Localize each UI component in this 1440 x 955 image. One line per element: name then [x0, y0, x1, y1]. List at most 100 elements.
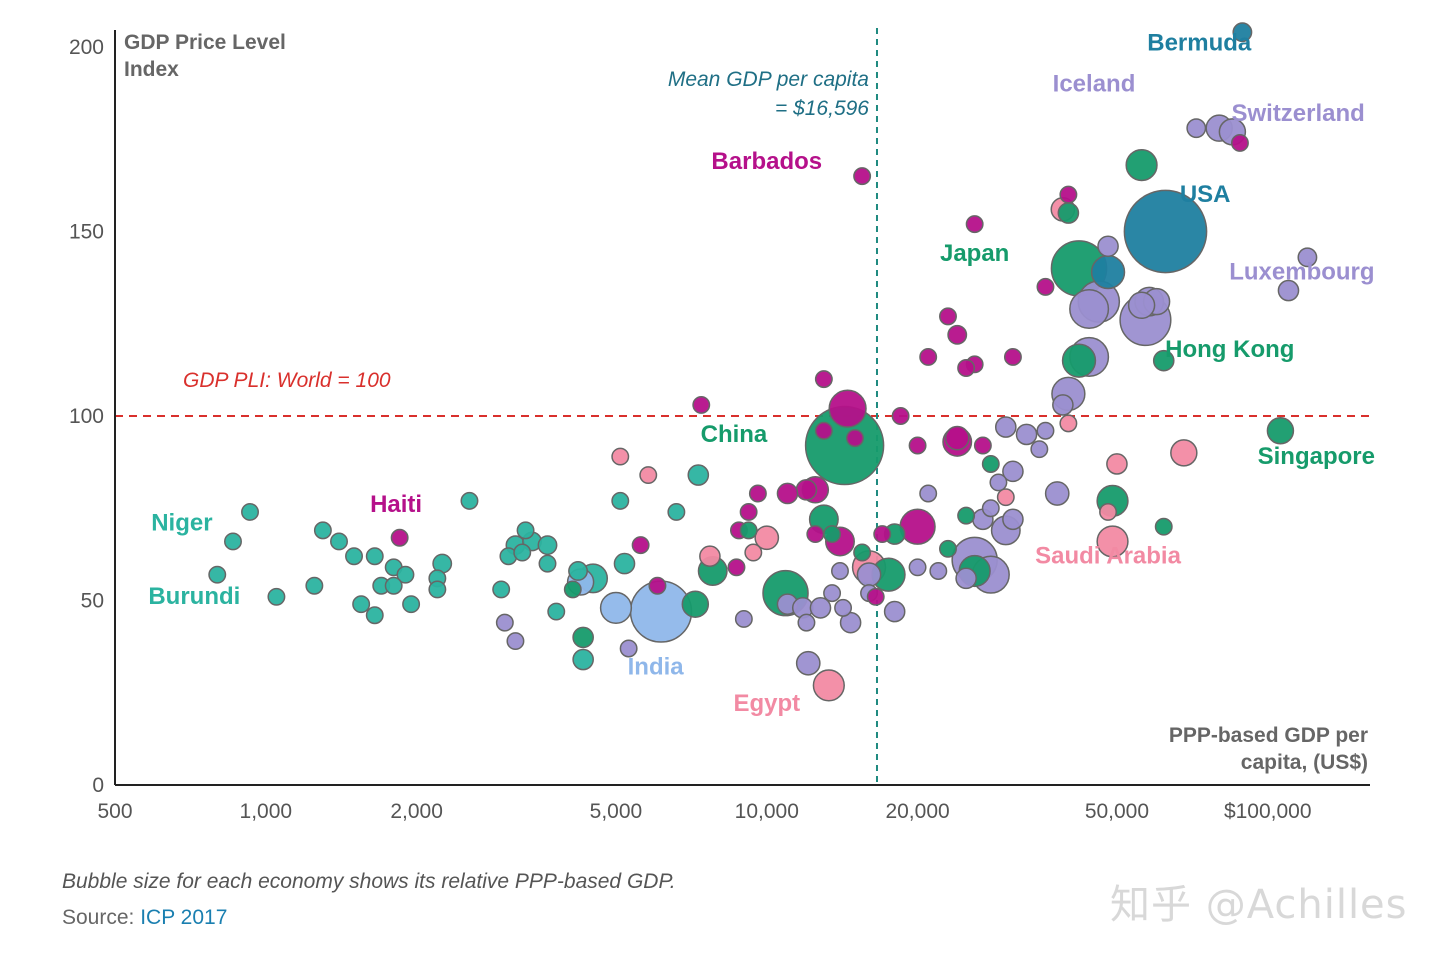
country-label: Saudi Arabia: [1035, 543, 1181, 570]
bubble: [828, 389, 867, 428]
bubble: [831, 562, 849, 580]
bubble: [365, 547, 384, 566]
bubble: [1030, 440, 1049, 459]
country-label: Haiti: [370, 491, 422, 518]
bubble: [981, 499, 1000, 518]
country-label: USA: [1180, 181, 1231, 208]
y-tick-label: 100: [69, 405, 104, 428]
bubble: [823, 584, 842, 603]
bubble: [1186, 118, 1207, 139]
bubble: [1059, 414, 1078, 433]
source-prefix: Source:: [62, 906, 141, 929]
bubble: [989, 473, 1008, 492]
reference-lines: GDP PLI: World = 100 Mean GDP per capita =…: [115, 28, 1370, 785]
bubble: [739, 502, 758, 521]
bubble: [734, 609, 753, 628]
bubble: [699, 545, 721, 568]
mean-gdp-label: Mean GDP per capita: [668, 68, 869, 91]
bubble: [814, 370, 833, 389]
bubble: [739, 521, 758, 540]
bubble: [568, 561, 588, 581]
bubble: [619, 639, 638, 658]
bubble: [313, 521, 332, 540]
bubble: [994, 416, 1017, 438]
x-tick-label: 50,000: [1085, 800, 1149, 823]
bubble: [957, 359, 976, 378]
bubble: [996, 488, 1015, 507]
bubble: [506, 632, 525, 651]
bubble: [267, 587, 286, 606]
country-label: Egypt: [733, 690, 800, 717]
country-label: Burundi: [148, 583, 240, 610]
bubble: [1003, 347, 1022, 366]
bubble: [1052, 394, 1074, 416]
bubble: [957, 506, 976, 525]
bubble: [981, 454, 1000, 473]
bubble: [795, 650, 821, 676]
bubbles: [208, 22, 1318, 702]
bubble: [1232, 22, 1253, 43]
bubble: [208, 565, 227, 584]
watermark: 知乎 @Achilles: [1110, 882, 1408, 928]
x-tick-label: 20,000: [885, 800, 949, 823]
country-label: Switzerland: [1231, 100, 1364, 127]
world-pli-label: GDP PLI: World = 100: [183, 369, 391, 392]
x-tick-label: $100,000: [1224, 800, 1312, 823]
bubble: [345, 547, 363, 566]
x-axis-title: PPP-based GDP per: [1169, 724, 1368, 747]
y-tick-label: 0: [92, 774, 104, 797]
bubble: [899, 508, 936, 545]
bubble: [572, 626, 594, 649]
country-label: Niger: [151, 509, 212, 536]
bubble: [809, 597, 832, 619]
bubble: [776, 482, 799, 505]
y-tick-label: 200: [69, 36, 104, 59]
x-tick-label: 1,000: [240, 800, 293, 823]
bubble: [919, 484, 938, 503]
bubble: [611, 447, 630, 466]
bubble: [563, 580, 582, 599]
bubble: [1069, 288, 1110, 330]
country-label: Bermuda: [1147, 30, 1252, 57]
bubble: [495, 613, 514, 632]
bubble: [352, 595, 371, 614]
bubble: [639, 466, 658, 485]
bubble: [866, 587, 885, 606]
country-label: Hong Kong: [1165, 336, 1294, 363]
mean-gdp-label: = $16,596: [775, 97, 869, 120]
bubble: [939, 539, 957, 558]
bubble: [687, 464, 710, 486]
bubble: [611, 491, 630, 510]
bubble: [812, 669, 845, 702]
bubble: [1096, 525, 1129, 558]
bubble: [754, 525, 780, 551]
x-tick-label: 5,000: [590, 800, 643, 823]
x-tick-label: 10,000: [735, 800, 799, 823]
bubble: [538, 554, 557, 573]
bubble: [823, 525, 842, 544]
bubble: [944, 425, 970, 451]
bubble: [1059, 185, 1078, 204]
bubble: [883, 600, 906, 623]
country-label: Singapore: [1258, 443, 1375, 470]
country-labels: Bermuda Iceland Switzerland Barbados USA Japa…: [148, 30, 1375, 718]
bubble: [1057, 202, 1080, 224]
bubble: [396, 565, 415, 584]
bubble: [846, 429, 864, 448]
bubble: [856, 562, 882, 588]
bubble: [919, 347, 938, 366]
x-axis-title: capita, (US$): [1241, 751, 1368, 774]
y-tick-label: 50: [81, 590, 104, 613]
footnote: Bubble size for each economy shows its r…: [62, 870, 676, 893]
bubble: [908, 436, 927, 455]
bubble: [834, 598, 853, 617]
bubble: [853, 167, 872, 186]
bubble: [939, 307, 957, 326]
bubble: [599, 591, 633, 625]
bubble: [305, 576, 324, 595]
bubble: [1297, 247, 1318, 268]
bubble: [1090, 254, 1126, 290]
y-axis-title: Index: [124, 58, 179, 81]
bubble: [955, 567, 977, 590]
source-link[interactable]: ICP 2017: [140, 906, 228, 929]
